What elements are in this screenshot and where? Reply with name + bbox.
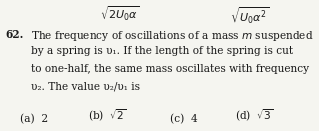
Text: $\sqrt{2U_0\alpha}$: $\sqrt{2U_0\alpha}$	[100, 5, 140, 23]
Text: (b)  $\sqrt{2}$: (b) $\sqrt{2}$	[88, 108, 127, 124]
Text: The frequency of oscillations of a mass $m$ suspended: The frequency of oscillations of a mass …	[31, 29, 314, 43]
Text: by a spring is υ₁. If the length of the spring is cut: by a spring is υ₁. If the length of the …	[31, 47, 293, 56]
Text: 62.: 62.	[5, 29, 23, 40]
Text: (d)  $\sqrt{3}$: (d) $\sqrt{3}$	[235, 108, 274, 124]
Text: (a)  2: (a) 2	[20, 114, 48, 124]
Text: (c)  4: (c) 4	[170, 114, 198, 124]
Text: υ₂. The value υ₂/υ₁ is: υ₂. The value υ₂/υ₁ is	[31, 81, 140, 91]
Text: $\sqrt{U_0\alpha^2}$: $\sqrt{U_0\alpha^2}$	[230, 5, 269, 25]
Text: to one-half, the same mass oscillates with frequency: to one-half, the same mass oscillates wi…	[31, 64, 309, 74]
